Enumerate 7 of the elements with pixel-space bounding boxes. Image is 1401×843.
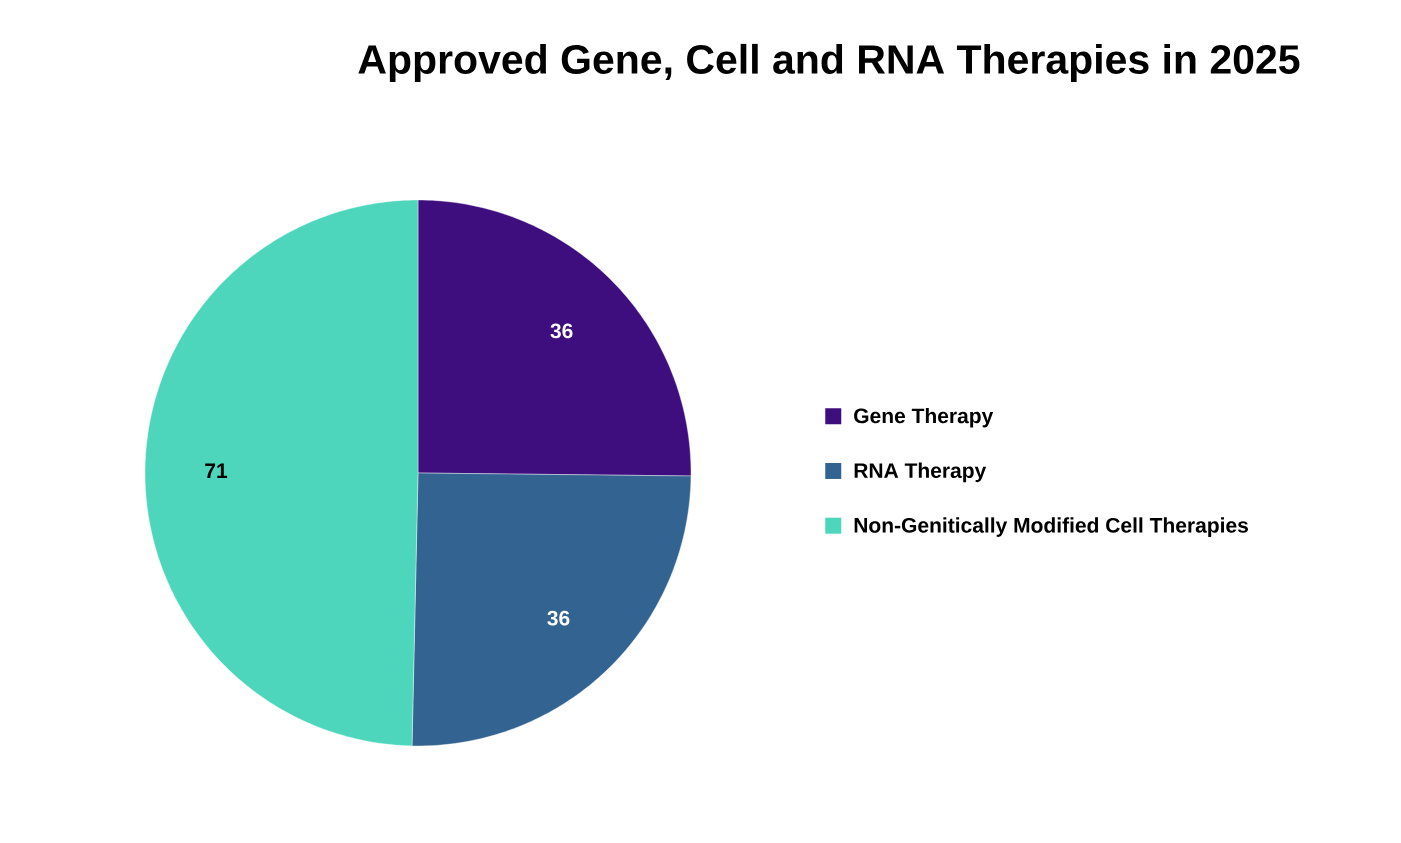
legend-label: Non-Genitically Modified Cell Therapies [854,517,1248,537]
data-label: 36 [547,610,570,626]
legend-label: RNA Therapy [854,462,987,483]
data-label: 71 [205,463,228,478]
legend-label: Gene Therapy [854,407,994,428]
chart-title: Approved Gene, Cell and RNA Therapies in 2025 [358,43,1300,83]
data-label: 36 [550,323,573,339]
